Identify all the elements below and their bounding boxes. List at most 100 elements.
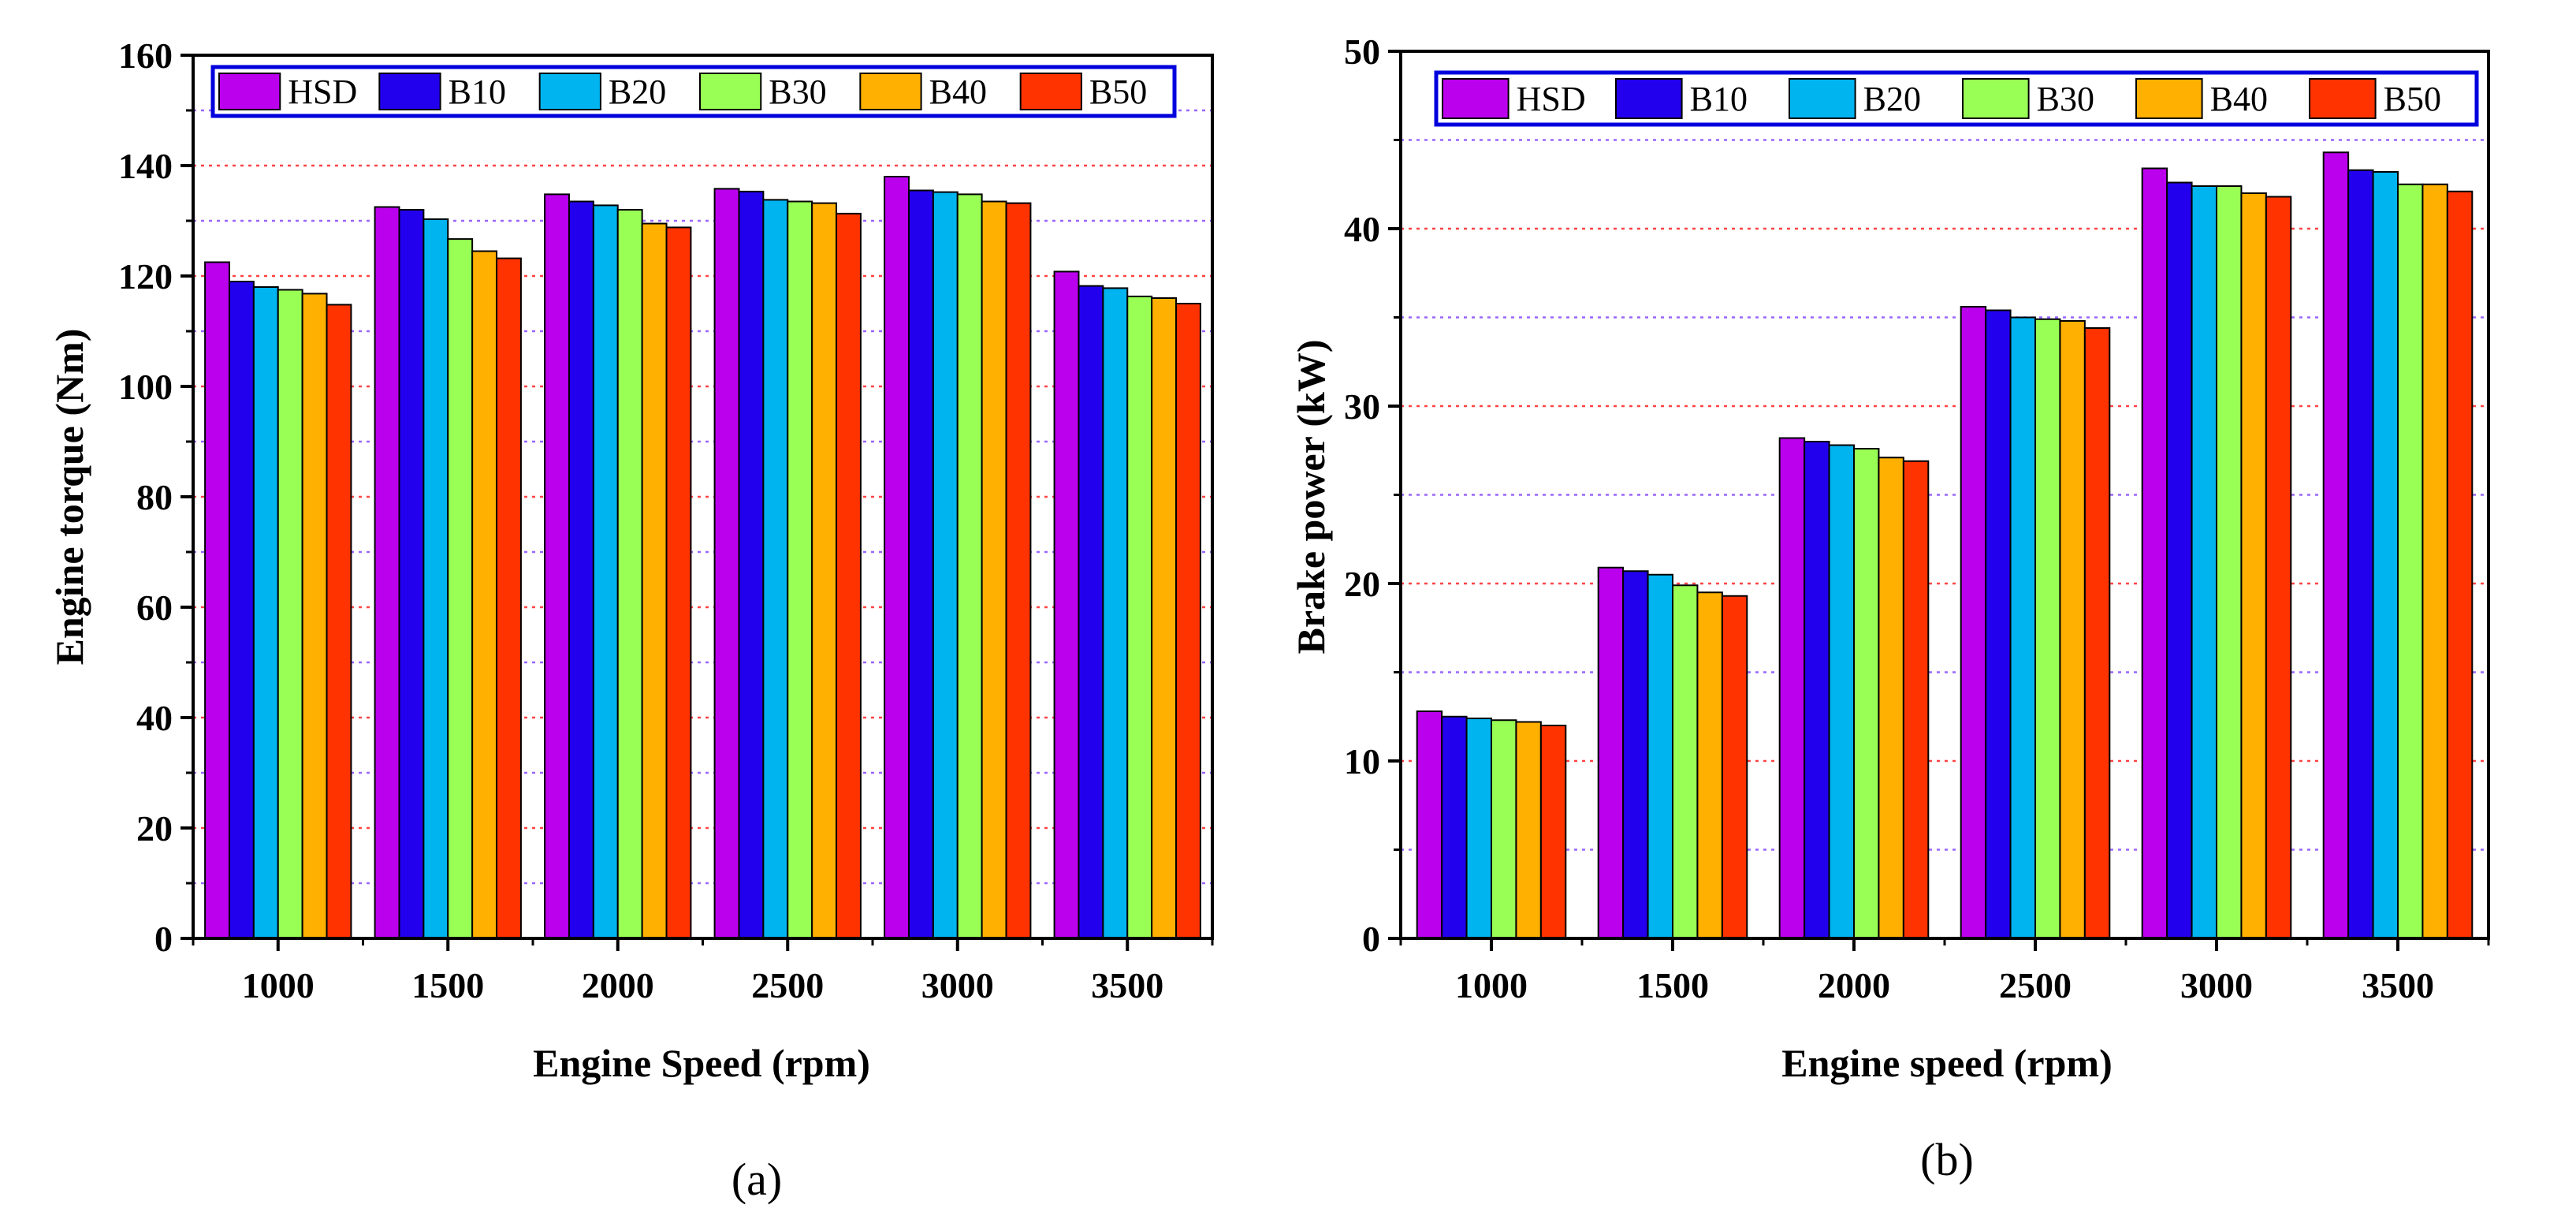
caption-a: (a)	[731, 1154, 782, 1205]
legend-swatch-b40	[859, 73, 922, 110]
bar-b30-1000	[277, 289, 303, 939]
legend-label-b20: B20	[1863, 80, 1921, 118]
bar-hsd-2500	[713, 188, 740, 939]
bar-b20-3500	[1102, 287, 1129, 939]
chart-engine-torque: 1000 1500 2000 2500 3000 3500 0 20 40 60 80 100 120 1…	[47, 35, 1214, 1085]
y-tick-label: 120	[118, 256, 173, 296]
y-tick-label: 160	[118, 35, 173, 76]
bar-b40-3500	[1151, 297, 1178, 939]
bar-hsd-1000	[204, 261, 230, 939]
bar-hsd-3000	[2141, 167, 2168, 939]
bar-b50-3000	[1005, 202, 1032, 940]
y-tick-label: 0	[1362, 919, 1380, 959]
legend-swatch-b20	[1789, 78, 1856, 119]
y-tick-label: 80	[136, 477, 173, 517]
bar-b40-3000	[981, 200, 1007, 939]
bar-b50-1500	[1721, 595, 1748, 939]
x-tick-label: 1000	[1455, 965, 1528, 1005]
legend-label-hsd: HSD	[1517, 80, 1586, 118]
x-tick-label: 2500	[751, 965, 824, 1005]
bar-hsd-2000	[1778, 437, 1806, 939]
x-axis-title: Engine speed (rpm)	[1781, 1041, 2112, 1085]
x-tick-label: 3000	[2180, 965, 2253, 1005]
bar-b40-2000	[1878, 457, 1904, 939]
caption-b: (b)	[1920, 1134, 1974, 1185]
bar-b10-3500	[1078, 285, 1104, 940]
bar-b10-2500	[738, 190, 765, 939]
bar-b30-1500	[447, 238, 474, 940]
bar-hsd-1500	[374, 206, 400, 939]
bar-hsd-1000	[1416, 710, 1443, 939]
bar-b10-3000	[2166, 181, 2193, 939]
bar-b20-3500	[2372, 171, 2399, 939]
y-tick-label: 20	[1344, 564, 1380, 604]
bar-b20-1000	[252, 286, 279, 939]
legend-swatch-b50	[2309, 78, 2377, 119]
bar-b10-3000	[907, 189, 934, 939]
y-tick-label: 0	[154, 919, 173, 959]
bar-b40-1500	[471, 250, 498, 939]
legend-box	[1434, 70, 2479, 127]
legend-label-b40: B40	[2210, 80, 2268, 118]
bar-b10-1000	[1441, 715, 1468, 939]
bar-hsd-3500	[1053, 270, 1080, 939]
bar-b30-2500	[787, 200, 813, 939]
bar-b50-2000	[1902, 460, 1930, 939]
x-tick-label: 3500	[2362, 965, 2434, 1005]
y-tick-label: 40	[1344, 209, 1380, 249]
y-tick-label: 50	[1344, 32, 1380, 72]
legend-swatch-b30	[699, 73, 762, 110]
bar-b30-1500	[1672, 584, 1699, 939]
bar-b50-1500	[496, 257, 522, 940]
bar-b40-1000	[301, 293, 328, 939]
bar-b10-2000	[568, 200, 594, 939]
legend-swatch-hsd	[218, 73, 281, 110]
legend-label-b50: B50	[2384, 80, 2441, 118]
y-tick-label: 60	[136, 587, 173, 628]
legend-swatch-b40	[2135, 78, 2203, 119]
bar-b10-3500	[2347, 169, 2374, 939]
legend-label-b20: B20	[609, 73, 666, 111]
legend-label-b10: B10	[449, 73, 506, 111]
bar-b20-1500	[1647, 573, 1673, 939]
bar-b40-3500	[2422, 183, 2448, 939]
bar-b50-2500	[2083, 327, 2111, 939]
legend-label-b50: B50	[1089, 73, 1147, 111]
legend-swatch-b10	[378, 73, 441, 110]
x-tick-label: 2000	[1818, 965, 1890, 1005]
bar-b30-1000	[1491, 719, 1517, 939]
bar-b30-2500	[2034, 318, 2061, 939]
bar-b10-1000	[228, 281, 255, 939]
legend-label-hsd: HSD	[288, 73, 357, 111]
bar-b20-3000	[932, 191, 959, 940]
bar-b40-3000	[2240, 192, 2267, 939]
x-tick-label: 2000	[582, 965, 654, 1005]
bar-b10-1500	[1622, 570, 1649, 939]
bar-hsd-3500	[2322, 151, 2350, 939]
legend-box	[210, 65, 1177, 118]
bar-b50-2000	[665, 226, 692, 939]
bar-b50-2500	[836, 212, 862, 939]
bar-hsd-2500	[1960, 306, 1987, 939]
bar-b50-3000	[2265, 196, 2292, 939]
bar-b40-2000	[641, 222, 668, 939]
x-tick-label: 1500	[1636, 965, 1709, 1005]
legend-swatch-b20	[538, 73, 601, 110]
bar-b50-3500	[2446, 190, 2474, 939]
chart-brake-power: 1000 1500 2000 2500 3000 3500 0 10 20 30 40 50 HSD B1…	[1289, 32, 2490, 1085]
y-axis-title: Engine torque (Nm)	[47, 329, 91, 666]
bar-b10-2500	[1985, 309, 2012, 939]
bar-b30-3500	[2397, 183, 2424, 939]
bar-hsd-1500	[1597, 566, 1625, 939]
bar-b50-3500	[1175, 303, 1201, 939]
bar-b50-1000	[1539, 725, 1567, 939]
plot-frame	[192, 54, 1214, 940]
bar-b10-1500	[398, 209, 425, 939]
legend-swatch-b30	[1962, 78, 2030, 119]
x-tick-label: 1500	[411, 965, 484, 1005]
legend-swatch-hsd	[1442, 78, 1509, 119]
x-tick-label: 3500	[1091, 965, 1163, 1005]
legend-swatch-b10	[1615, 78, 1683, 119]
bar-b40-1500	[1696, 591, 1723, 939]
